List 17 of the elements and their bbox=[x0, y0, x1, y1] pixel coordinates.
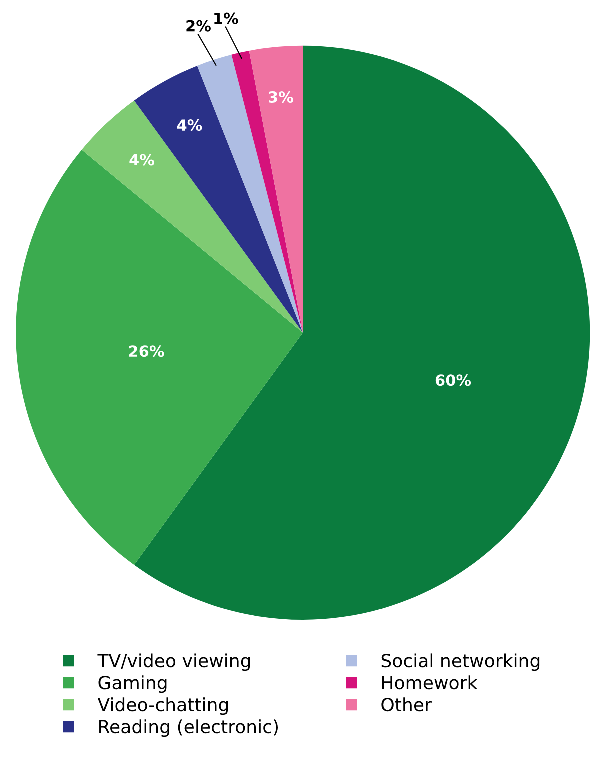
data-label: 1% bbox=[214, 12, 238, 24]
pie-slice bbox=[16, 150, 304, 566]
legend-label: Video-chatting bbox=[98, 698, 228, 716]
legend-label: Other bbox=[382, 698, 432, 712]
legend-label: Gaming bbox=[98, 676, 167, 694]
data-label: 2% bbox=[186, 20, 211, 32]
data-label: 3% bbox=[269, 91, 294, 104]
pie-slice bbox=[232, 50, 304, 333]
data-label: 4% bbox=[130, 154, 154, 166]
data-label: 4% bbox=[177, 120, 202, 132]
legend-label: TV/video viewing bbox=[98, 654, 250, 672]
legend-label: Reading (electronic) bbox=[100, 720, 278, 738]
legend-label: Social networking bbox=[382, 654, 540, 672]
legend-label: Homework bbox=[382, 676, 478, 690]
data-label: 26% bbox=[129, 346, 164, 358]
pie-slice bbox=[249, 46, 304, 333]
data-label: 60% bbox=[436, 374, 472, 386]
